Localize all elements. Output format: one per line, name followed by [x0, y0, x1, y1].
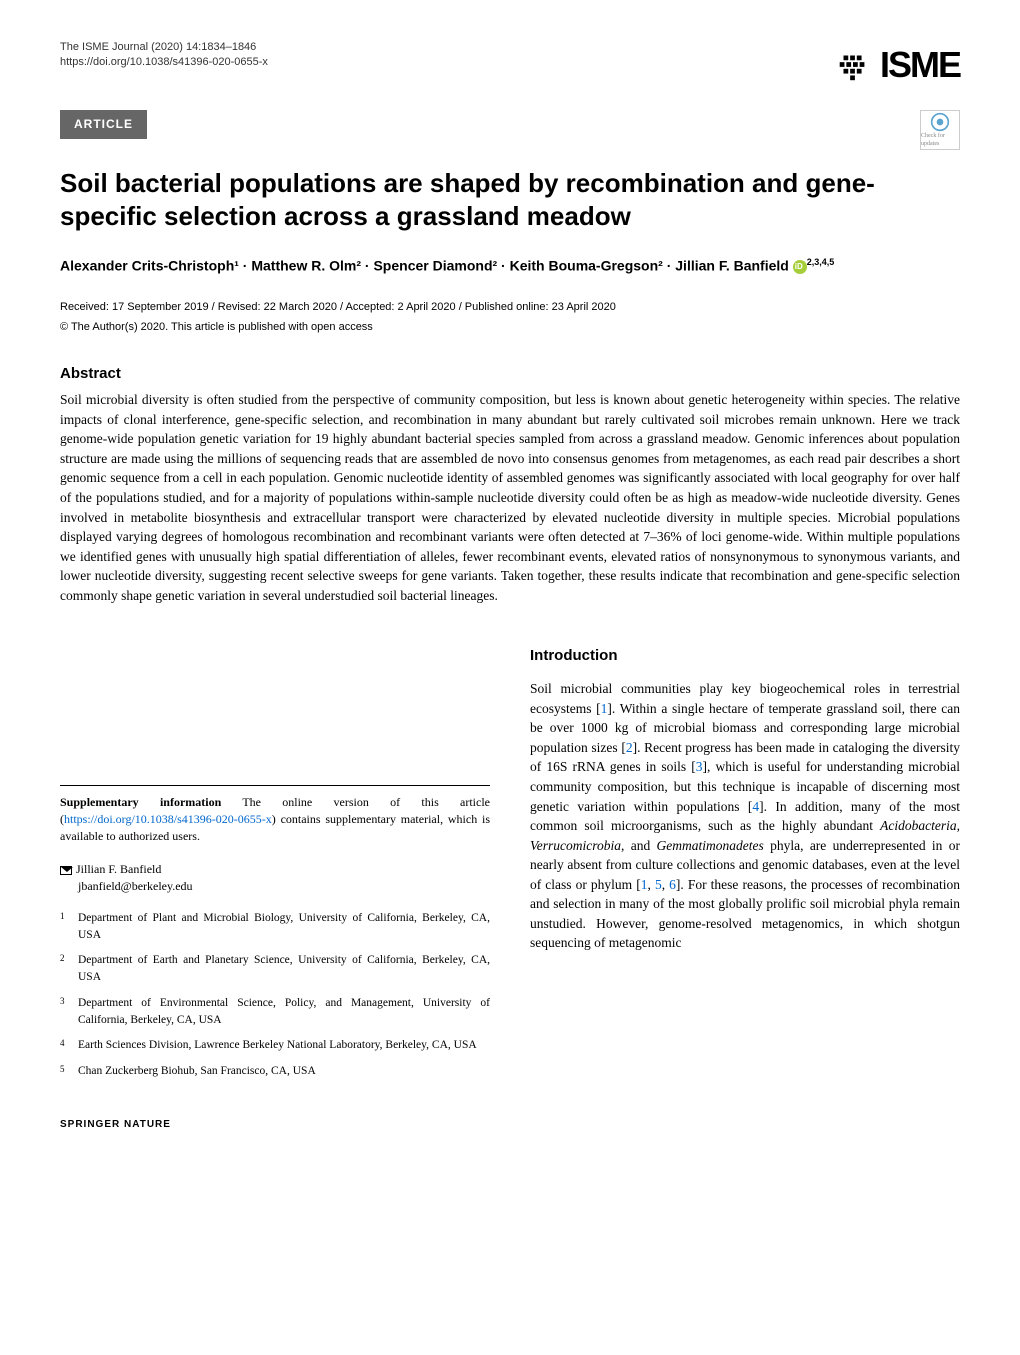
two-column-layout: Supplementary information The online ver… — [60, 645, 960, 1088]
introduction-paragraph: Soil microbial communities play key biog… — [530, 679, 960, 953]
article-dates: Received: 17 September 2019 / Revised: 2… — [60, 300, 960, 315]
affil-text: Earth Sciences Division, Lawrence Berkel… — [78, 1037, 477, 1055]
taxon-italic: Gemmatimonadetes — [657, 838, 764, 853]
banfield-affil-sup: 2,3,4,5 — [807, 257, 835, 267]
envelope-icon — [60, 866, 72, 875]
journal-citation: The ISME Journal (2020) 14:1834–1846 — [60, 40, 268, 55]
introduction-heading: Introduction — [530, 645, 960, 667]
affiliation-item: 3 Department of Environmental Science, P… — [60, 995, 490, 1030]
globe-icon — [834, 46, 872, 84]
journal-doi[interactable]: https://doi.org/10.1038/s41396-020-0655-… — [60, 55, 268, 70]
journal-info: The ISME Journal (2020) 14:1834–1846 htt… — [60, 40, 268, 71]
corresponding-author: Jillian F. Banfield jbanfield@berkeley.e… — [60, 861, 490, 896]
isme-logo-text: ISME — [880, 40, 960, 90]
article-title: Soil bacterial populations are shaped by… — [60, 167, 960, 232]
left-column: Supplementary information The online ver… — [60, 645, 490, 1088]
affiliation-item: 1 Department of Plant and Microbial Biol… — [60, 910, 490, 945]
intro-text: , and — [621, 838, 657, 853]
affil-num: 3 — [60, 996, 65, 1006]
ref-link[interactable]: 2 — [626, 740, 633, 755]
right-column: Introduction Soil microbial communities … — [530, 645, 960, 1088]
affil-num: 5 — [60, 1064, 65, 1074]
affiliation-item: 5 Chan Zuckerberg Biohub, San Francisco,… — [60, 1063, 490, 1081]
intro-text: , — [957, 818, 960, 833]
isme-logo: ISME — [834, 40, 960, 90]
supplementary-info: Supplementary information The online ver… — [60, 785, 490, 844]
affiliation-item: 2 Department of Earth and Planetary Scie… — [60, 952, 490, 987]
intro-text: , — [648, 877, 655, 892]
orcid-icon[interactable] — [793, 260, 807, 274]
check-updates-icon — [930, 112, 950, 132]
taxon-italic: Verrucomicrobia — [530, 838, 621, 853]
authors-list: Alexander Crits-Christoph¹ · Matthew R. … — [60, 256, 960, 276]
affil-text: Department of Earth and Planetary Scienc… — [78, 952, 490, 987]
affil-text: Department of Plant and Microbial Biolog… — [78, 910, 490, 945]
ref-link[interactable]: 1 — [641, 877, 648, 892]
article-type-row: ARTICLE Check for updates — [60, 110, 960, 147]
affil-text: Chan Zuckerberg Biohub, San Francisco, C… — [78, 1063, 316, 1081]
affil-text: Department of Environmental Science, Pol… — [78, 995, 490, 1030]
affil-num: 2 — [60, 953, 65, 963]
supplementary-label: Supplementary information — [60, 795, 221, 809]
affil-num: 4 — [60, 1038, 65, 1048]
publisher-footer: SPRINGER NATURE — [60, 1118, 960, 1132]
corr-name: Jillian F. Banfield — [76, 862, 161, 876]
check-updates-button[interactable]: Check for updates — [920, 110, 960, 150]
affil-num: 1 — [60, 911, 65, 921]
abstract-heading: Abstract — [60, 363, 960, 384]
taxon-italic: Acidobacteria — [880, 818, 956, 833]
affiliation-item: 4 Earth Sciences Division, Lawrence Berk… — [60, 1037, 490, 1055]
ref-link[interactable]: 5 — [655, 877, 662, 892]
supplementary-link[interactable]: https://doi.org/10.1038/s41396-020-0655-… — [64, 812, 272, 826]
check-updates-label: Check for updates — [921, 132, 959, 149]
corr-email[interactable]: jbanfield@berkeley.edu — [78, 878, 193, 895]
header-row: The ISME Journal (2020) 14:1834–1846 htt… — [60, 40, 960, 90]
abstract-body: Soil microbial diversity is often studie… — [60, 390, 960, 605]
ref-link[interactable]: 6 — [669, 877, 676, 892]
affiliations-list: 1 Department of Plant and Microbial Biol… — [60, 910, 490, 1081]
article-badge: ARTICLE — [60, 110, 147, 139]
authors-text: Alexander Crits-Christoph¹ · Matthew R. … — [60, 258, 789, 274]
copyright-line: © The Author(s) 2020. This article is pu… — [60, 320, 960, 335]
